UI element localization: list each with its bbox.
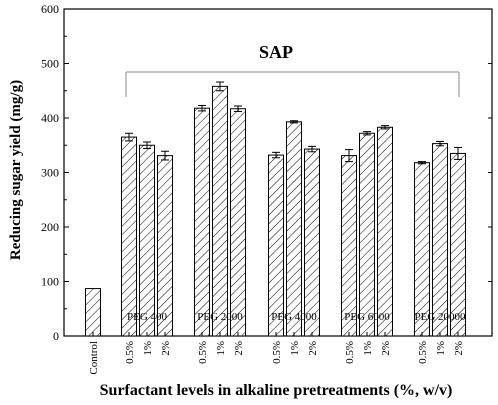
bar xyxy=(85,288,101,337)
y-tick-label: 400 xyxy=(41,111,59,125)
plot-area: 0 100 200 300 400 500 600 Control 0.5% 1% 2% PEG 40… xyxy=(41,2,493,375)
group-label: PEG 400 xyxy=(127,311,168,323)
x-tick-label: 0.5% xyxy=(197,341,209,364)
group-label: PEG 2000 xyxy=(197,311,243,323)
x-tick-label: 2% xyxy=(233,341,245,356)
y-tick-label: 200 xyxy=(41,220,59,234)
bar xyxy=(414,162,430,337)
x-tick-label: 0.5% xyxy=(124,341,136,364)
bar xyxy=(194,107,210,337)
group-label: PEG 20000 xyxy=(414,311,466,323)
bar xyxy=(286,121,302,337)
sap-annotation: SAP xyxy=(259,42,293,62)
x-tick-label: Control xyxy=(88,341,100,375)
bar xyxy=(268,154,284,337)
x-tick-label: 1% xyxy=(435,341,447,356)
bar xyxy=(359,132,375,337)
group-label: PEG 4000 xyxy=(271,311,317,323)
bar xyxy=(212,85,228,337)
bar xyxy=(157,155,173,337)
x-tick-label: 0.5% xyxy=(417,341,429,364)
x-tick-label: 2% xyxy=(307,341,319,356)
bar xyxy=(377,126,393,337)
bar xyxy=(432,143,448,337)
x-tick-label: 1% xyxy=(289,341,301,356)
bar xyxy=(450,152,466,337)
y-tick-label: 0 xyxy=(53,329,59,343)
bar xyxy=(139,144,155,337)
y-tick-label: 600 xyxy=(41,2,59,16)
x-axis-title: Surfactant levels in alkaline pretreatme… xyxy=(100,382,453,399)
x-tick-label: 1% xyxy=(362,341,374,356)
y-axis-title: Reducing sugar yield (mg/g) xyxy=(8,80,24,260)
x-tick-label: 2% xyxy=(380,341,392,356)
y-tick-label: 300 xyxy=(41,166,59,180)
bar xyxy=(341,155,357,337)
y-tick-label: 100 xyxy=(41,275,59,289)
bar xyxy=(121,136,137,337)
y-tick-label: 500 xyxy=(41,57,59,71)
x-tick-label: 0.5% xyxy=(271,341,283,364)
bar xyxy=(304,148,320,337)
bar xyxy=(230,108,246,337)
x-tick-label: 1% xyxy=(215,341,227,356)
x-tick-label: 1% xyxy=(142,341,154,356)
group-label: PEG 6000 xyxy=(344,311,390,323)
x-tick-label: 2% xyxy=(160,341,172,356)
x-tick-label: 0.5% xyxy=(344,341,356,364)
x-tick-label: 2% xyxy=(453,341,465,356)
